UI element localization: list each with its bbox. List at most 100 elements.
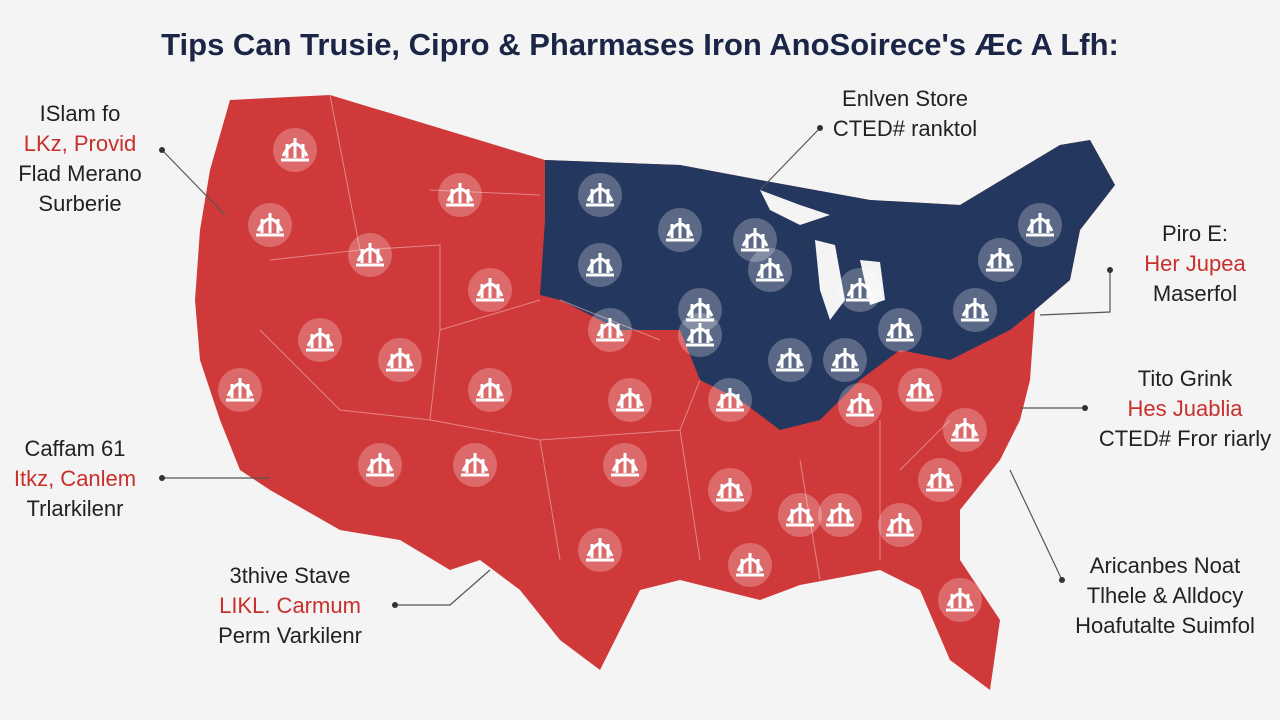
icon-glyph [476,378,504,402]
icon-glyph [446,183,474,207]
icon [378,338,422,382]
icon [603,443,647,487]
icon-glyph [776,348,804,372]
icon-glyph [586,538,614,562]
icon [733,218,777,262]
callout-line: CTED# ranktol [833,116,977,141]
callout: Caffam 61 Itkz, Canlem Trlarkilenr [14,436,270,521]
callout-line: Piro E: [1162,221,1228,246]
icon [578,528,622,572]
icon [898,368,942,412]
callout-line: Perm Varkilenr [218,623,362,648]
icon [818,493,862,537]
lake [760,190,885,320]
callout-line: CTED# Fror riarly [1099,426,1271,451]
icon [838,268,882,312]
icon [658,208,702,252]
callout-line: LKz, Provid [24,131,137,156]
icon-glyph [586,253,614,277]
callout-line: Caffam 61 [24,436,125,461]
callout-line: Hoafutalte Suimfol [1075,613,1255,638]
icon [978,238,1022,282]
icon [298,318,342,362]
icon-glyph [1026,213,1054,237]
icon-glyph [756,258,784,282]
icon-glyph [826,503,854,527]
icon [348,233,392,277]
icon [708,378,752,422]
callout: Enlven Store CTED# ranktol [759,86,977,191]
map [195,94,1115,690]
icon-glyph [476,278,504,302]
callout-line: Surberie [38,191,121,216]
icon [578,243,622,287]
icon [273,128,317,172]
leader-line [1009,469,1063,581]
icon [768,338,812,382]
icon [678,313,722,357]
leader-line [759,127,821,191]
icon-glyph [741,228,769,252]
icon [728,543,772,587]
icon [218,368,262,412]
callout-line: Trlarkilenr [27,496,124,521]
icon-glyph [946,588,974,612]
callout-line: Flad Merano [18,161,142,186]
callout-line: ISlam fo [40,101,121,126]
icon-glyph [586,183,614,207]
icons [218,128,1062,622]
icon [468,268,512,312]
leader-line [161,149,226,216]
leader-line [395,569,491,606]
callout: Piro E: Her Jupea Maserfol [1039,221,1247,316]
icon-glyph [846,278,874,302]
icon-glyph [596,318,624,342]
icon-glyph [736,553,764,577]
callout-line: 3thive Stave [229,563,350,588]
icon [678,288,722,332]
callout-line: Hes Juablia [1128,396,1244,421]
icon [878,503,922,547]
icon [953,288,997,332]
callout-line: Tlhele & Alldocy [1087,583,1244,608]
icon [708,468,752,512]
leader-dot [392,602,398,608]
leader-dot [159,475,165,481]
icon-glyph [961,298,989,322]
icon [778,493,822,537]
icon [578,173,622,217]
icon-glyph [666,218,694,242]
callout: Aricanbes Noat Tlhele & Alldocy Hoafutalte… [1009,469,1255,638]
icon [248,203,292,247]
leader-line [1039,270,1111,316]
icon-glyph [611,453,639,477]
callouts: ISlam fo LKz, Provid Flad Merano Surberie En… [14,86,1271,648]
icon-glyph [831,348,859,372]
icon-glyph [256,213,284,237]
icon [468,368,512,412]
icon-glyph [716,388,744,412]
leader-dot [1059,577,1065,583]
leader-dot [817,125,823,131]
icon-glyph [686,298,714,322]
callout-line: Her Jupea [1144,251,1246,276]
icon [588,308,632,352]
icon-glyph [386,348,414,372]
icon-glyph [686,323,714,347]
icon-glyph [226,378,254,402]
icon-glyph [986,248,1014,272]
leader-dot [1107,267,1113,273]
icon-glyph [306,328,334,352]
icon-glyph [951,418,979,442]
callout-line: Tito Grink [1138,366,1234,391]
icon-glyph [461,453,489,477]
callout-line: Maserfol [1153,281,1237,306]
callout-line: Aricanbes Noat [1090,553,1240,578]
icon [1018,203,1062,247]
icon [823,338,867,382]
callout: 3thive Stave LIKL. Carmum Perm Varkilenr [218,563,491,648]
icon [453,443,497,487]
icon-glyph [356,243,384,267]
icon [438,173,482,217]
